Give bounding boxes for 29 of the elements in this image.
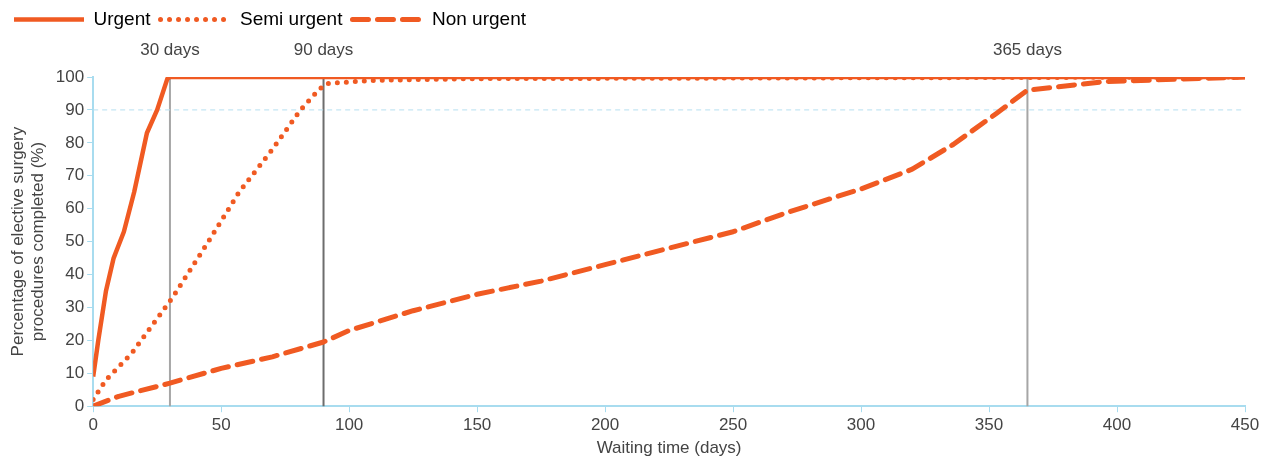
legend-label: Urgent	[93, 7, 152, 29]
x-tick-label: 200	[590, 415, 620, 435]
y-tick-label: 40	[65, 264, 85, 284]
y-tick-label: 30	[65, 297, 85, 317]
x-tick-label: 100	[334, 415, 364, 435]
ref-line-label: 365 days	[992, 40, 1062, 60]
y-tick-label: 70	[65, 165, 85, 185]
legend-label: Semi urgent	[240, 7, 344, 29]
y-tick-label: 60	[65, 198, 85, 218]
y-tick-label: 100	[55, 66, 85, 86]
y-tick-label: 80	[65, 132, 85, 152]
y-tick-label: 90	[65, 99, 85, 119]
x-tick-label: 0	[88, 415, 98, 435]
x-tick-label: 250	[718, 415, 748, 435]
x-tick-label: 350	[974, 415, 1004, 435]
x-tick-label: 450	[1230, 415, 1260, 435]
y-tick-label: 50	[65, 231, 85, 251]
x-tick-label: 150	[462, 415, 492, 435]
ref-line-label: 90 days	[293, 40, 354, 60]
y-axis-title: Percentage of elective surgery procedures completed (%)	[7, 126, 48, 357]
y-tick-label: 0	[74, 395, 85, 415]
x-tick-label: 50	[211, 415, 231, 435]
y-tick-label: 10	[65, 362, 85, 382]
x-tick-label: 400	[1102, 415, 1132, 435]
legend-label: Non urgent	[431, 7, 527, 29]
x-axis-title: Waiting time (days)	[596, 438, 742, 458]
y-tick-label: 20	[65, 330, 85, 350]
ref-line-label: 30 days	[140, 40, 200, 60]
x-tick-label: 300	[846, 415, 876, 435]
